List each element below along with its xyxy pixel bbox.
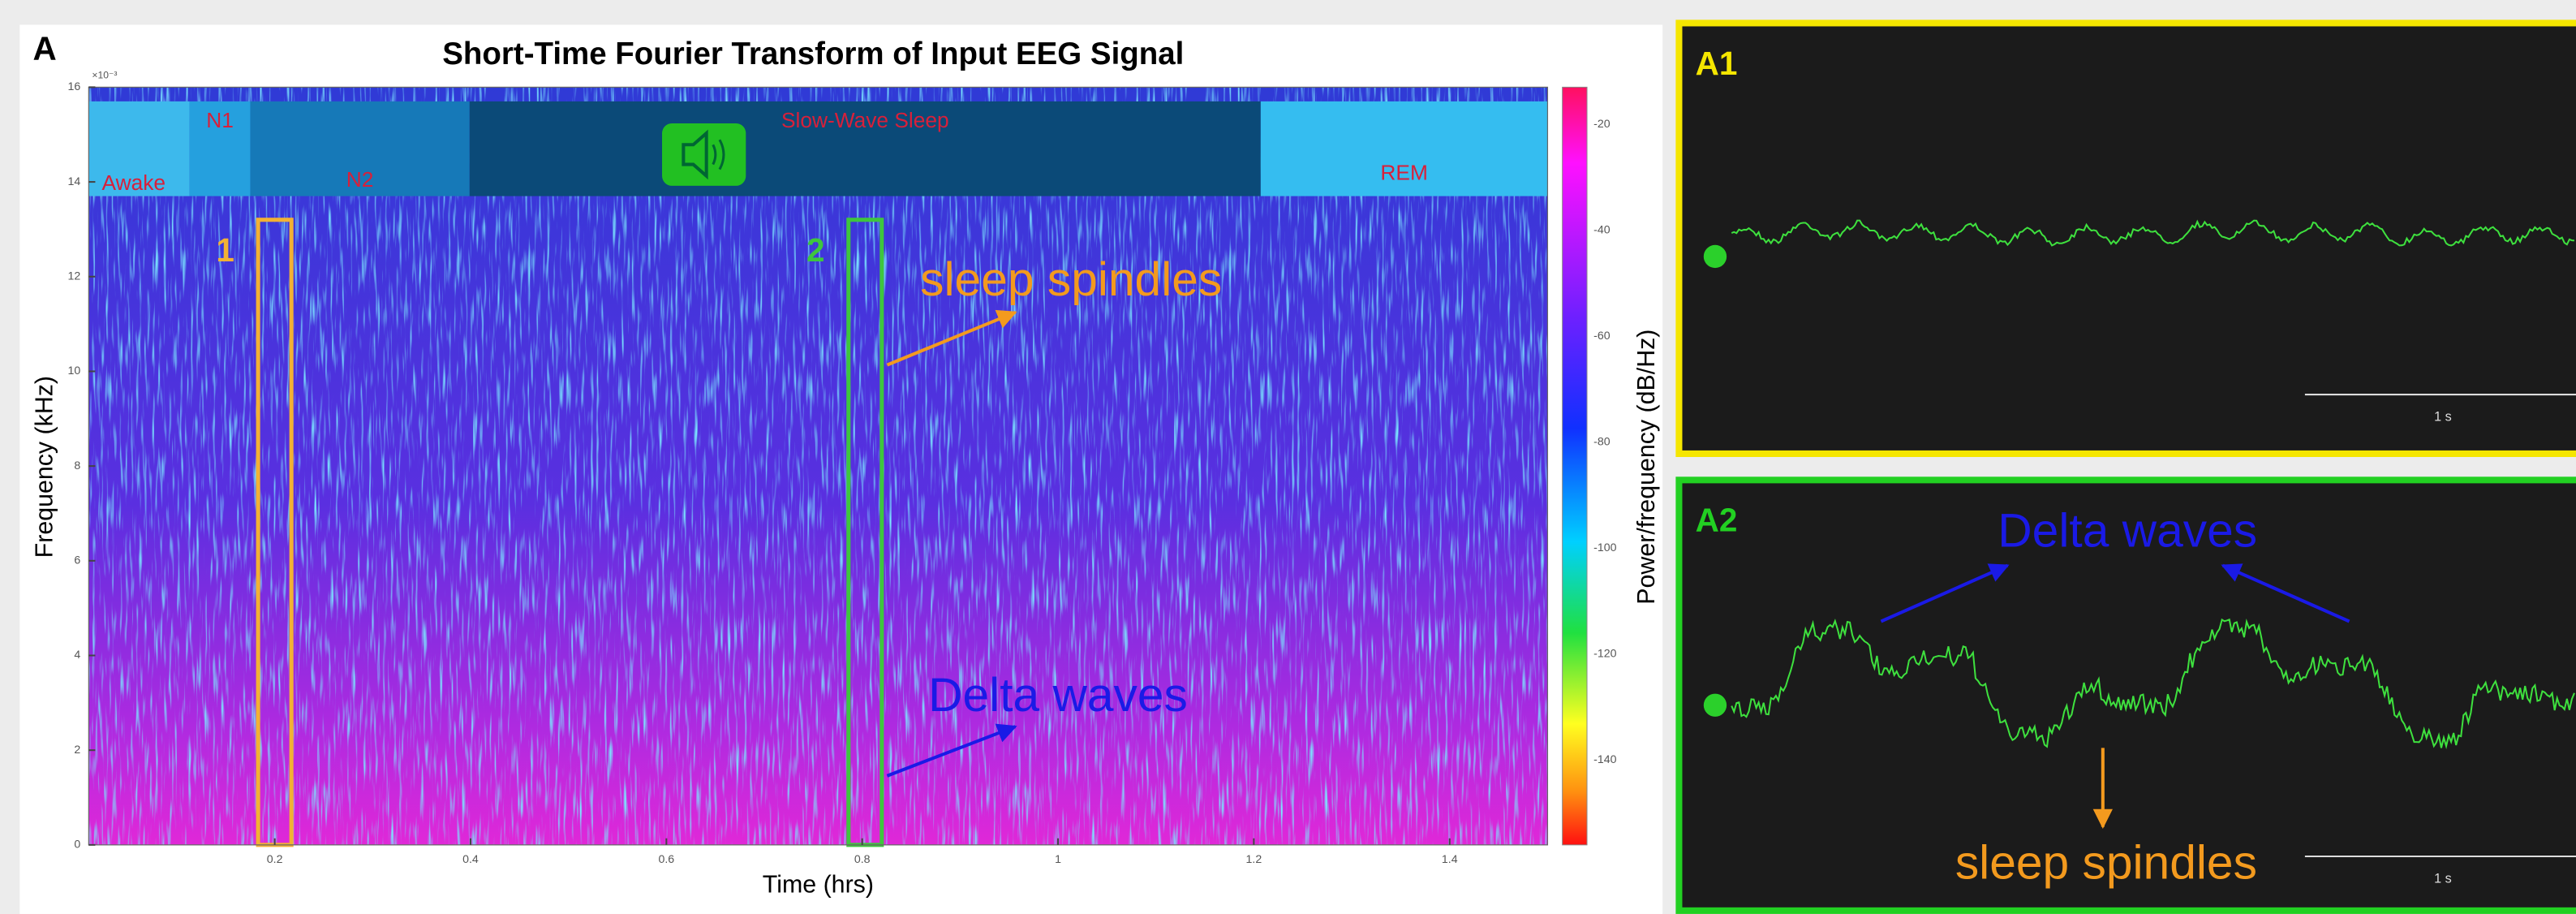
stage-label: N2 [346,167,374,192]
y-tick-label: 2 [74,744,80,757]
colorbar-label: Power/frequency (dB/Hz) [1633,330,1660,605]
x-axis-label: Time (hrs) [763,872,874,899]
colorbar [1562,86,1588,846]
eeg-panel [1675,19,2576,457]
y-tick-label: 4 [74,649,80,662]
x-tick-label: 1.2 [1246,853,1262,866]
spectrogram-texture [88,87,1548,845]
x-tick-label: 0.8 [854,853,871,866]
y-tick-label: 8 [74,459,80,472]
annotation-arrow [1880,563,2010,623]
annotation-arrow [886,309,1017,367]
highlight-label: 2 [806,231,825,269]
y-exponent: ×10⁻³ [92,69,117,80]
stage-band [189,101,251,196]
colorbar-tick-label: -120 [1593,648,1616,661]
x-tick-label: 0.4 [462,853,479,866]
chart-title: Short-Time Fourier Transform of Input EE… [442,37,1184,71]
scale-label: 1 s [2434,410,2452,425]
y-axis-label: Frequency (kHz) [32,376,58,558]
y-tick-label: 6 [74,554,80,567]
scale-label: 1 s [2434,872,2452,886]
panel-label: A [32,30,56,67]
x-tick-label: 0.6 [658,853,674,866]
spectrogram [88,87,1548,845]
eeg-trace [1731,618,2575,750]
stage-band [250,101,470,196]
y-tick-label: 0 [74,839,80,851]
annotation: sleep spindles [1955,837,2257,890]
annotation-arrow [886,723,1017,778]
colorbar-tick-label: -40 [1593,223,1611,236]
electrode [1703,693,1727,717]
panel-label: A2 [1696,502,1738,539]
stage-band [469,101,1261,196]
colorbar-tick-label: -100 [1593,541,1616,554]
speaker-icon [662,123,746,186]
stage-label: Awake [102,170,166,195]
colorbar-tick-label: -60 [1593,330,1611,343]
y-tick-label: 12 [67,270,80,283]
stage-label: REM [1380,161,1427,185]
x-tick-label: 0.2 [267,853,283,866]
eeg-trace [1731,219,2575,247]
stage-label: Slow-Wave Sleep [781,108,949,132]
colorbar-tick-label: -20 [1593,118,1611,131]
x-tick-label: 1 [1055,853,1061,866]
panel-label: A1 [1696,45,1738,82]
eeg-panels: A1 1 s A2 1 s Delta waves sleep spindles [1675,19,2576,914]
y-tick-label: 16 [67,80,80,93]
annotation: sleep spindles [920,253,1222,306]
colorbar-tick-label: -140 [1593,753,1616,766]
annotation-arrow [2221,563,2350,623]
y-tick-label: 10 [67,364,80,377]
electrode [1703,244,1727,269]
colorbar-tick-label: -80 [1593,436,1611,449]
x-tick-label: 1.4 [1442,853,1458,866]
stage-band [1260,101,1548,196]
annotation: Delta waves [1998,505,2257,558]
eeg-panel [1675,476,2576,914]
stage-band [88,101,190,196]
stage-label: N1 [206,108,234,132]
annotation: Delta waves [928,669,1188,722]
highlight-label: 1 [216,231,234,269]
y-tick-label: 14 [67,175,80,188]
